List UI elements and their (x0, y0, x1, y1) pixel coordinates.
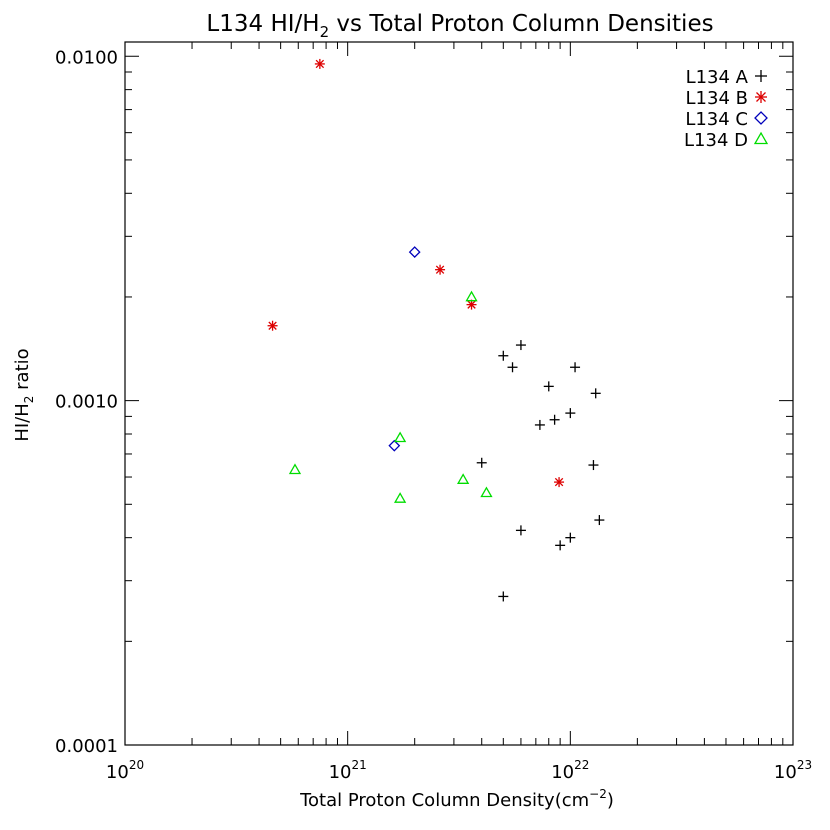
data-point (498, 591, 509, 602)
legend-label: L134 D (684, 130, 748, 151)
legend-marker (755, 70, 767, 82)
x-tick-label: 1020 (106, 758, 144, 783)
x-tick-label: 1022 (551, 758, 589, 783)
data-point (543, 381, 554, 392)
data-point (466, 299, 477, 310)
y-axis-ticks (125, 55, 793, 746)
data-points (267, 58, 605, 602)
data-point (388, 439, 401, 452)
data-point (408, 246, 421, 258)
x-tick-label: 1023 (774, 758, 812, 783)
legend-label: L134 A (686, 67, 749, 88)
data-point (314, 58, 325, 69)
data-point (554, 477, 565, 488)
x-axis-ticks (124, 42, 794, 745)
legend-marker (754, 111, 768, 125)
legend-label: L134 C (685, 109, 748, 130)
plot-frame (124, 41, 794, 746)
chart-title: L134 HI/H2 vs Total Proton Column Densit… (206, 11, 713, 41)
data-point (288, 463, 302, 475)
data-point (565, 532, 576, 543)
data-point (435, 264, 446, 275)
data-point (565, 408, 576, 419)
data-point (476, 457, 487, 468)
data-point (588, 460, 599, 471)
data-point (465, 290, 478, 302)
y-tick-label: 0.0001 (55, 736, 118, 757)
data-point (393, 431, 407, 443)
legend-marker (755, 91, 767, 103)
y-tick-label: 0.0010 (55, 392, 118, 413)
data-point (594, 515, 605, 526)
data-point (480, 486, 493, 498)
data-point (498, 350, 509, 361)
data-point (267, 320, 278, 331)
y-tick-label: 0.0100 (55, 47, 118, 68)
data-point (534, 419, 545, 430)
y-axis-label: HI/H2 ratio (12, 348, 36, 441)
legend-marker (753, 131, 769, 145)
data-point (393, 492, 407, 503)
y-axis-tick-labels: 0.0100 0.0010 0.0001 (55, 47, 118, 757)
data-point (549, 414, 560, 425)
data-point (590, 388, 601, 399)
x-tick-label: 1021 (329, 758, 367, 783)
data-point (570, 362, 581, 373)
x-axis-tick-labels: 1020 1021 1022 1023 (106, 758, 812, 783)
x-axis-label: Total Proton Column Density(cm−2) (299, 787, 614, 811)
data-point (507, 362, 518, 373)
data-point (457, 473, 470, 484)
data-point (515, 525, 526, 536)
data-point (555, 540, 566, 551)
legend-label: L134 B (686, 88, 748, 109)
data-point (515, 340, 526, 351)
